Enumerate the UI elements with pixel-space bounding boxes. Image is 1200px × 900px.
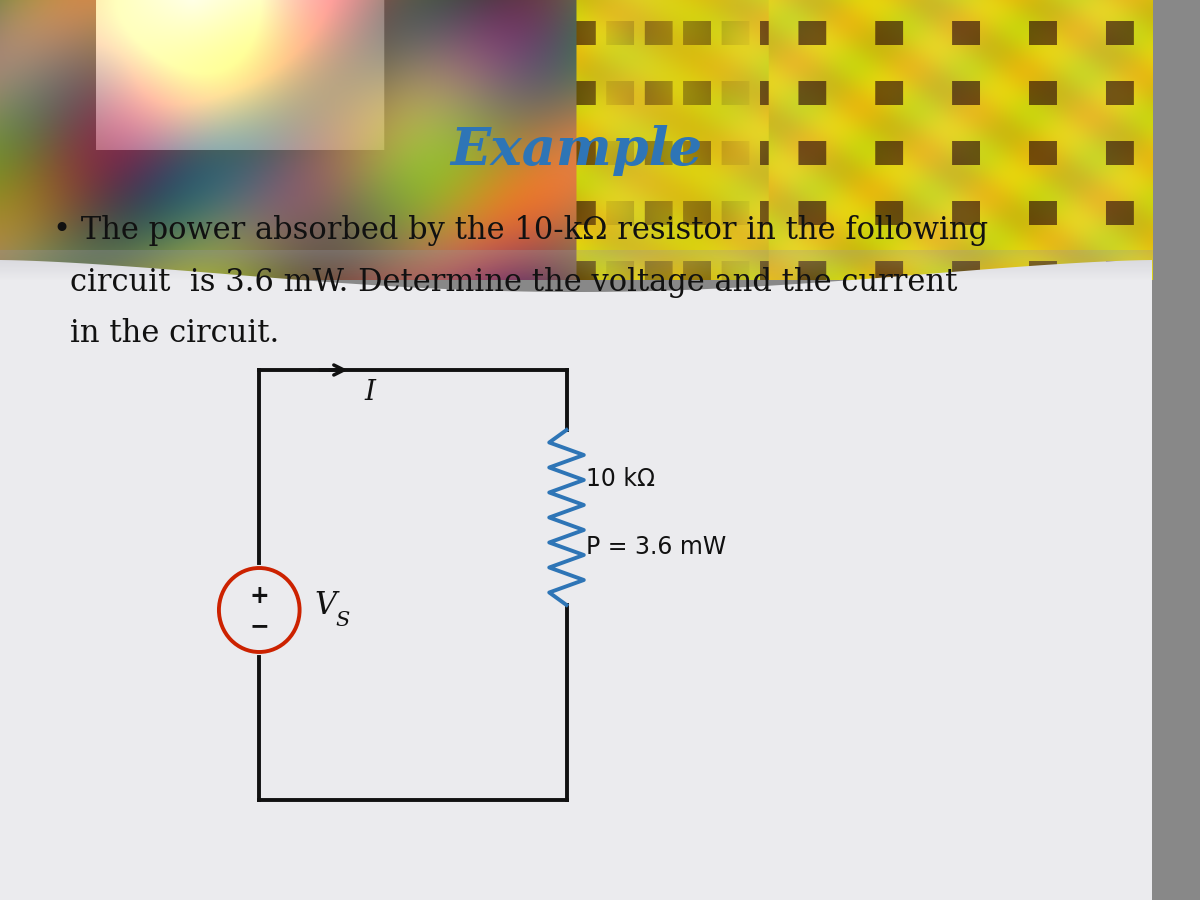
Text: P = 3.6 mW: P = 3.6 mW bbox=[586, 536, 726, 560]
Text: circuit  is 3.6 mW. Determine the voltage and the current: circuit is 3.6 mW. Determine the voltage… bbox=[70, 266, 958, 298]
Polygon shape bbox=[0, 240, 1152, 900]
Text: V: V bbox=[314, 590, 337, 620]
Text: S: S bbox=[335, 610, 349, 629]
Text: Example: Example bbox=[450, 124, 702, 176]
Text: −: − bbox=[250, 614, 269, 638]
Text: 10 kΩ: 10 kΩ bbox=[586, 467, 655, 491]
Text: in the circuit.: in the circuit. bbox=[70, 319, 280, 349]
Text: +: + bbox=[250, 584, 269, 608]
Text: I: I bbox=[364, 379, 376, 406]
Text: • The power absorbed by the 10-kΩ resistor in the following: • The power absorbed by the 10-kΩ resist… bbox=[53, 214, 988, 246]
